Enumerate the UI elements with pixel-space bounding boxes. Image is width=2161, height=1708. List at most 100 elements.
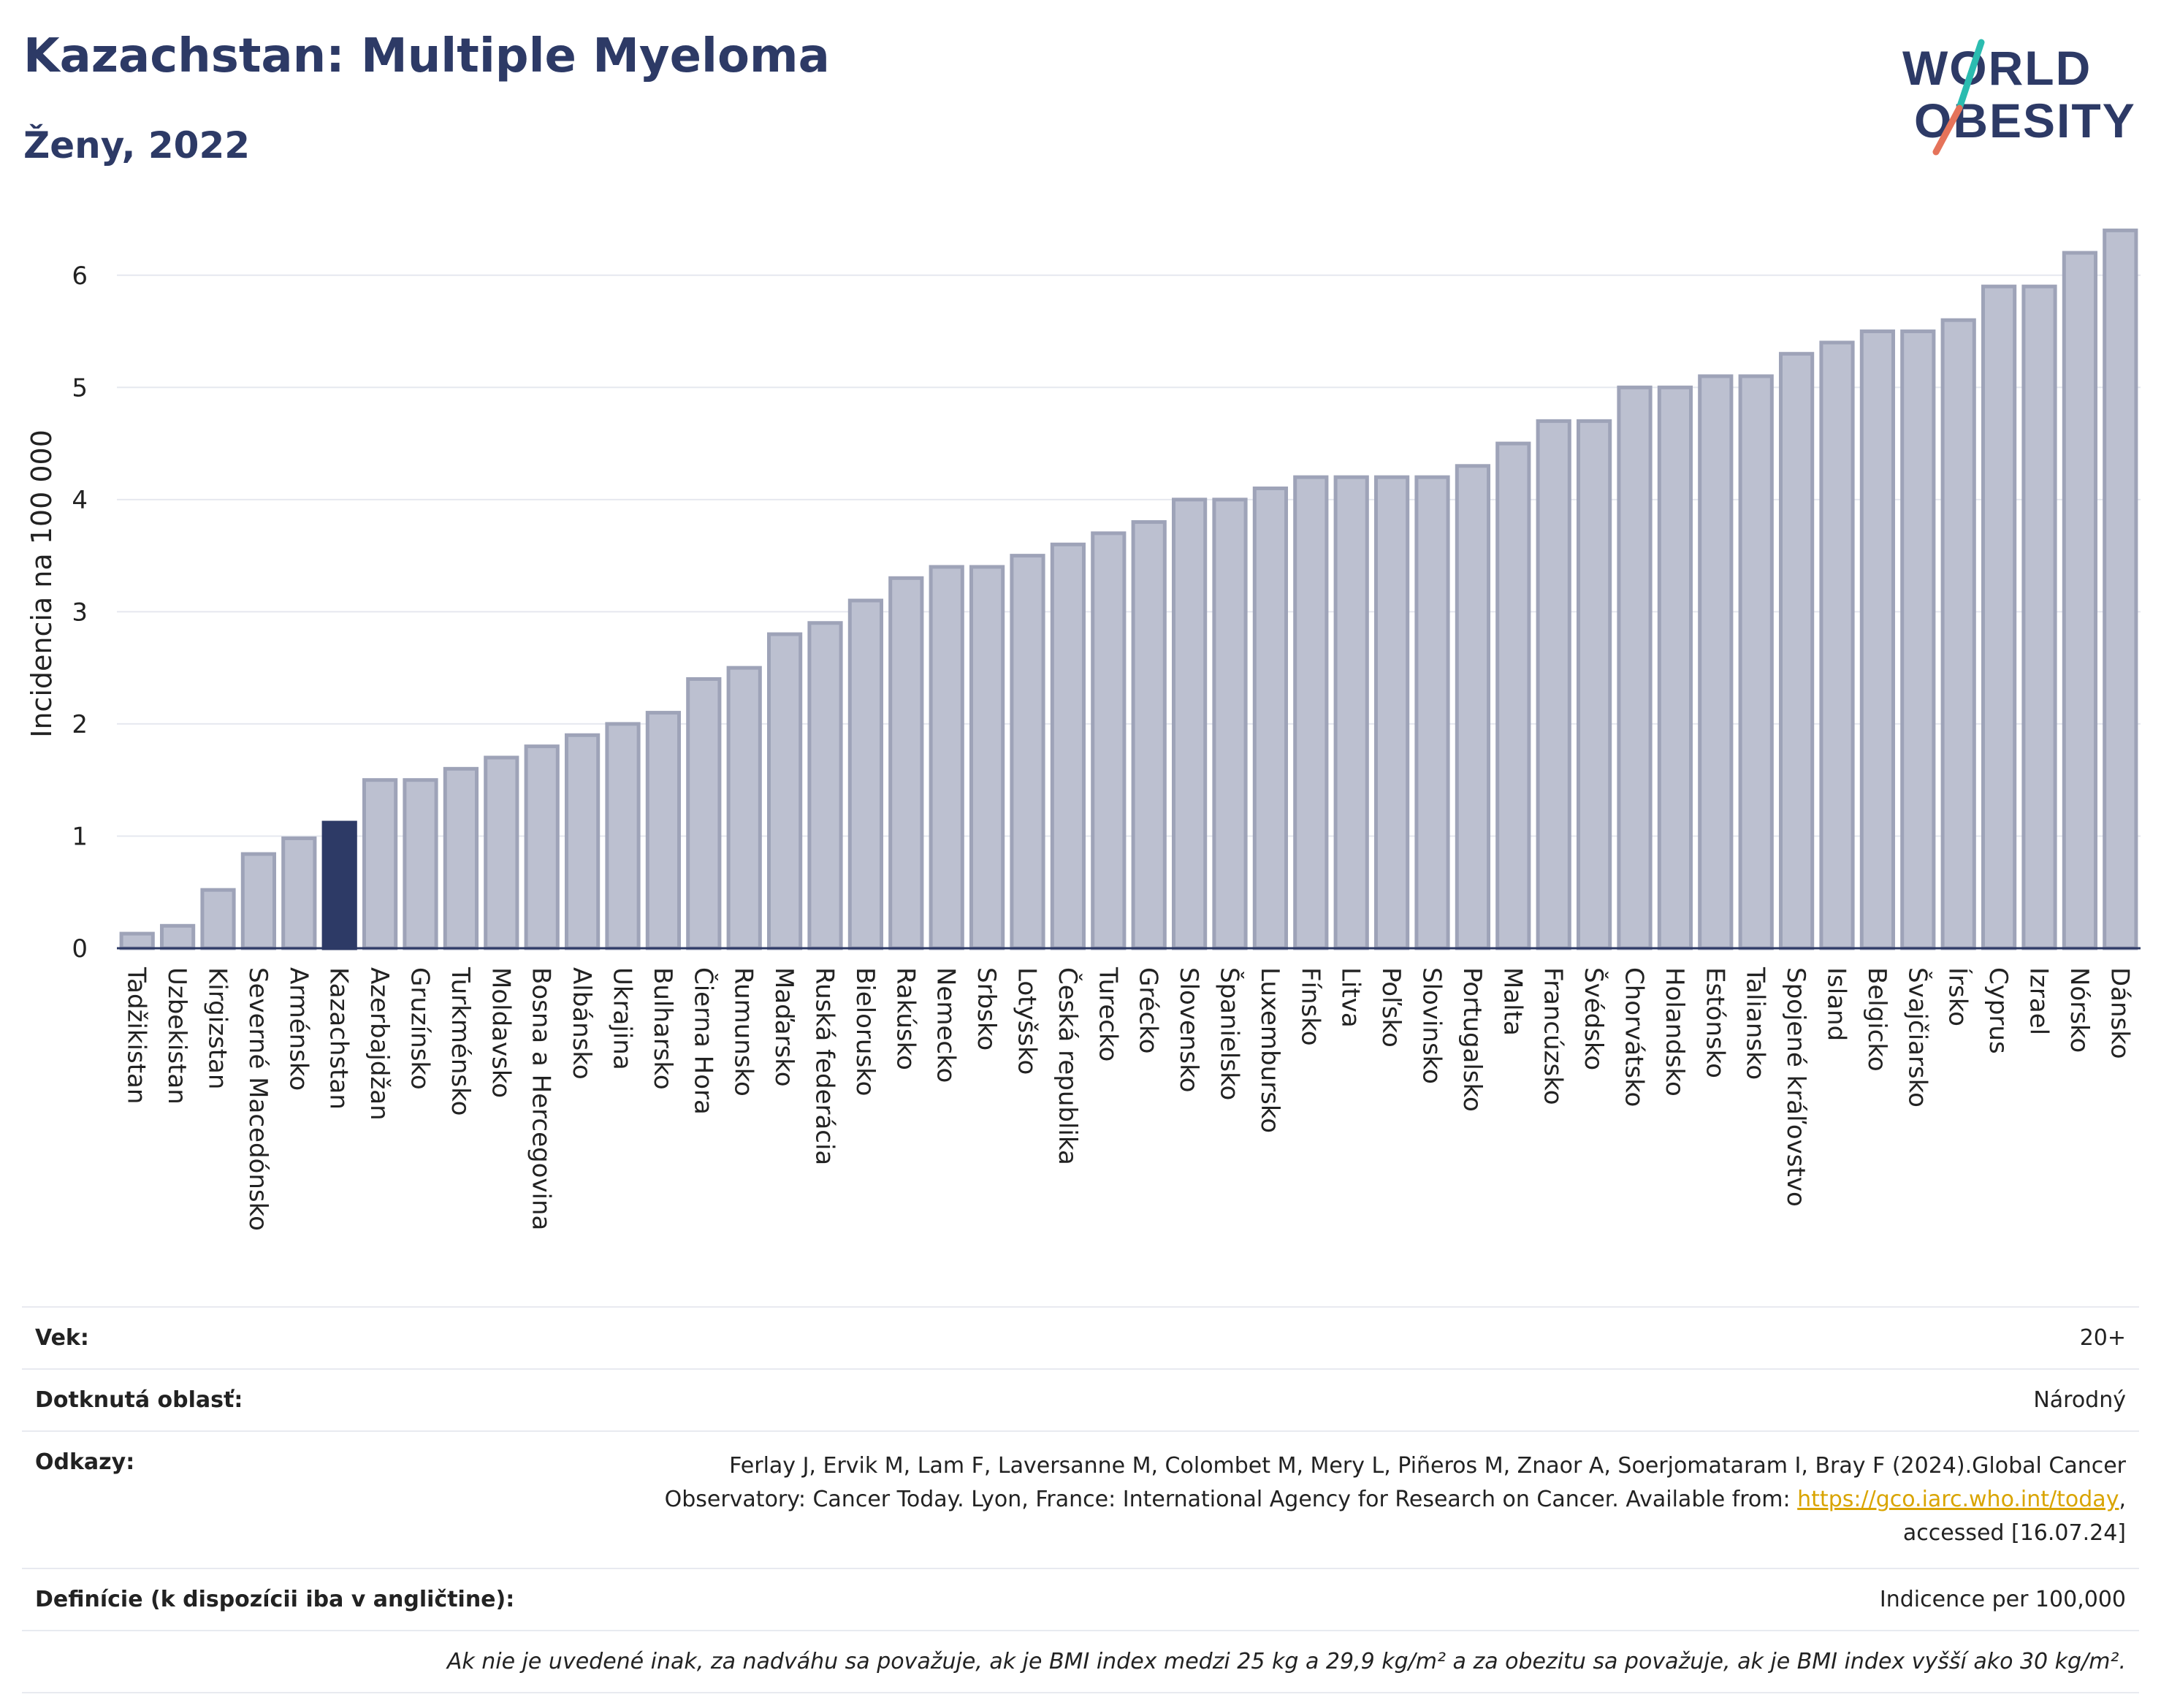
page-subtitle: Ženy, 2022 [23,124,251,167]
bar [1981,284,2017,950]
bar [1252,486,1289,950]
y-tick-label: 2 [72,710,88,739]
refs-tail: , accessed [16.07.24] [1902,1487,2126,1546]
x-tick-label: Luxembursko [1255,967,1284,1133]
x-tick-label: Ruská federácia [810,967,839,1165]
bar [2021,284,2057,950]
x-tick-label: Nórsko [2065,967,2094,1053]
bar [564,733,601,950]
x-tick-label: Srbsko [972,967,1001,1051]
x-tick-label: Kirgizstan [203,967,232,1089]
bar [119,931,155,950]
bar [726,666,762,950]
y-tick-label: 4 [72,486,88,515]
x-tick-label: Cyprus [1983,967,2013,1054]
bar [1819,340,1855,950]
x-tick-label: Turecko [1093,967,1122,1061]
info-table: Vek: 20+ Dotknutá oblasť: Národný Odkazy… [22,1306,2139,1693]
x-tick-label: Lotyšsko [1013,967,1042,1075]
logo-slash-teal [1956,39,1985,112]
bar [1698,374,1734,950]
x-tick-label: Malta [1498,967,1527,1036]
x-tick-label: Taliansko [1741,967,1770,1080]
world-obesity-logo: WORLD OBESITY [1902,39,2135,156]
refs-label: Odkazy: [35,1449,135,1475]
bar [1293,475,1329,950]
bar-layer [119,228,2138,950]
x-tick-label: Chorvátsko [1620,967,1649,1107]
x-tick-label: Spojené kráľovstvo [1781,967,1810,1207]
x-tick-label: Belgicko [1862,967,1891,1072]
bar [1536,419,1571,950]
x-tick-label: Moldavsko [486,967,515,1098]
x-tick-label: Gruzínsko [405,967,435,1090]
bar [1091,531,1127,950]
bar [524,744,560,950]
bar [1455,464,1491,950]
x-tick-label: Holandsko [1660,967,1689,1097]
bar [1657,385,1693,950]
x-tick-label: Fínsko [1295,967,1325,1046]
refs-link[interactable]: https://gco.iarc.who.int/today [1797,1487,2119,1512]
bar [1333,475,1369,950]
bar [1373,475,1410,950]
bar [1495,441,1531,950]
bar-chart: 0 1 2 3 4 5 6 Tadžikistan Uzbekistan Kirgizstan Se… [26,228,2141,1231]
x-tick-label: Švajčiarsko [1902,967,1932,1107]
y-tick-label: 6 [72,262,88,291]
x-tick-label: Poľsko [1376,967,1406,1048]
info-row-refs: Odkazy: Ferlay J, Ervik M, Lam F, Lavers… [22,1430,2139,1568]
age-label: Vek: [35,1325,89,1351]
bar [1212,497,1248,950]
bar [1738,374,1774,950]
x-tick-label: Bosna a Hercegovina [527,967,556,1230]
bar [847,598,884,950]
y-tick-label: 5 [72,373,88,403]
y-tick-label: 0 [72,934,88,964]
bar [1131,520,1167,950]
bar [484,755,519,950]
page-title: Kazachstan: Multiple Myeloma [23,29,830,83]
logo-line1: WORLD [1902,41,2092,95]
bar [1940,318,1976,950]
bar [281,836,317,950]
x-tick-label: Bulharsko [648,967,677,1090]
bar [686,677,722,950]
bar [240,852,277,950]
definitions-label: Definície (k dispozícii iba v angličtine… [35,1587,515,1612]
x-tick-label: Španielsko [1215,967,1245,1100]
bar [1050,542,1086,950]
x-tick-label: Rumunsko [729,967,758,1097]
x-tick-label: Slovensko [1174,967,1203,1092]
bar [443,766,479,950]
bar [969,565,1005,950]
bar [159,923,196,950]
y-tick-label: 3 [72,598,88,627]
x-tick-label: Albánsko [567,967,596,1080]
logo-slash-coral [1932,104,1963,156]
label-layer: 0 1 2 3 4 5 6 Tadžikistan Uzbekistan Kirgizstan Se… [26,262,2134,1231]
x-tick-label: Francúzsko [1539,967,1568,1105]
x-tick-label: Bielorusko [850,967,880,1096]
bar [1859,329,1896,950]
x-tick-label: Česká republika [1053,967,1083,1165]
bar [1900,329,1936,950]
bar-highlighted [321,820,357,950]
x-tick-label: Island [1822,967,1851,1041]
bar [888,576,924,950]
x-tick-label: Dánsko [2105,967,2134,1059]
x-tick-label: Nemecko [931,967,961,1083]
x-tick-label: Čierna Hora [688,967,718,1115]
definitions-value: Indicence per 100,000 [1879,1587,2126,1612]
bar [1617,385,1653,950]
footnote: Ak nie je uvedené inak, za nadváhu sa po… [22,1630,2139,1693]
bar [645,711,682,950]
bar [1576,419,1612,950]
bar [807,621,843,950]
x-tick-label: Uzbekistan [162,967,191,1105]
refs-value: Ferlay J, Ervik M, Lam F, Laversanne M, … [621,1449,2126,1550]
x-tick-label: Litva [1336,967,1365,1028]
bar [605,722,641,950]
x-tick-label: Maďarsko [769,967,799,1087]
bar [1010,554,1045,950]
